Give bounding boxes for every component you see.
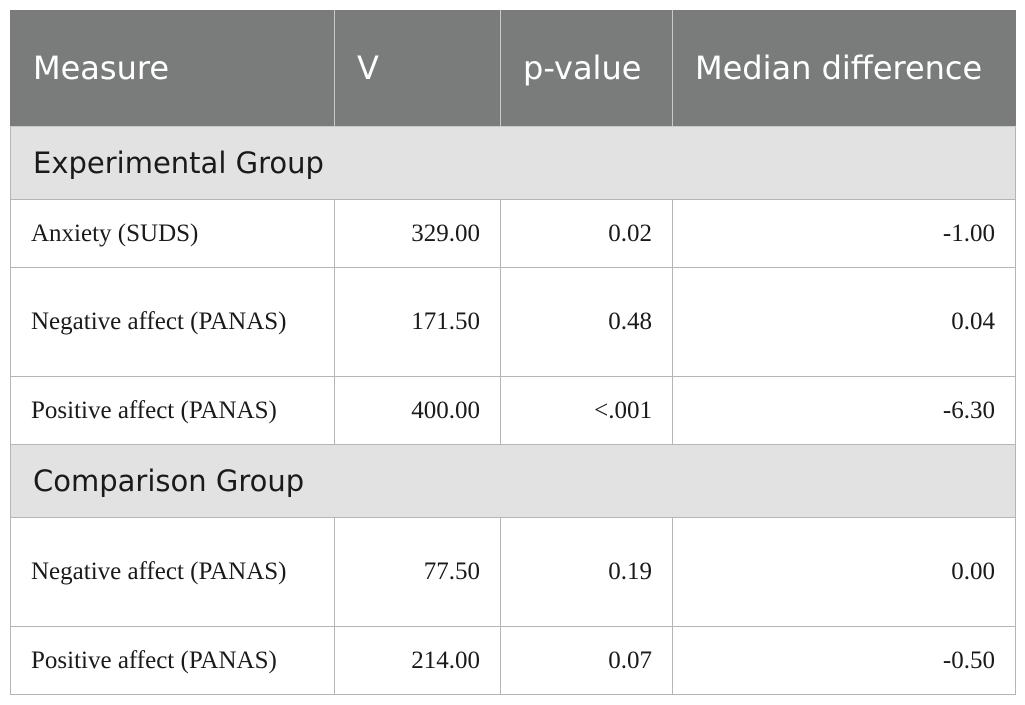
cell-measure: Positive affect (PANAS) xyxy=(10,376,335,445)
cell-median-difference: 0.04 xyxy=(672,267,1016,377)
group-row-experimental: Experimental Group xyxy=(10,126,1016,200)
cell-median-difference: -0.50 xyxy=(672,626,1016,695)
header-v: V xyxy=(334,10,501,127)
cell-p-value: 0.48 xyxy=(500,267,673,377)
cell-v: 400.00 xyxy=(334,376,501,445)
header-p-value: p-value xyxy=(500,10,673,127)
header-measure: Measure xyxy=(10,10,335,127)
group-label: Comparison Group xyxy=(10,444,1016,518)
table-row: Positive affect (PANAS) 400.00 <.001 -6.… xyxy=(10,376,1016,445)
cell-p-value: 0.19 xyxy=(500,517,673,627)
results-table: Measure V p-value Median difference Expe… xyxy=(10,10,1016,695)
table-row: Negative affect (PANAS) 171.50 0.48 0.04 xyxy=(10,267,1016,377)
cell-p-value: 0.02 xyxy=(500,199,673,268)
table-header: Measure V p-value Median difference xyxy=(10,10,1016,127)
cell-median-difference: -6.30 xyxy=(672,376,1016,445)
cell-p-value: <.001 xyxy=(500,376,673,445)
header-row: Measure V p-value Median difference xyxy=(10,10,1016,127)
group-label: Experimental Group xyxy=(10,126,1016,200)
cell-v: 171.50 xyxy=(334,267,501,377)
cell-median-difference: 0.00 xyxy=(672,517,1016,627)
cell-median-difference: -1.00 xyxy=(672,199,1016,268)
table-body: Experimental Group Anxiety (SUDS) 329.00… xyxy=(10,126,1016,695)
header-median-difference: Median difference xyxy=(672,10,1016,127)
table-row: Negative affect (PANAS) 77.50 0.19 0.00 xyxy=(10,517,1016,627)
cell-measure: Negative affect (PANAS) xyxy=(10,267,335,377)
group-row-comparison: Comparison Group xyxy=(10,444,1016,518)
cell-v: 77.50 xyxy=(334,517,501,627)
cell-measure: Positive affect (PANAS) xyxy=(10,626,335,695)
table-row: Anxiety (SUDS) 329.00 0.02 -1.00 xyxy=(10,199,1016,268)
cell-p-value: 0.07 xyxy=(500,626,673,695)
cell-measure: Negative affect (PANAS) xyxy=(10,517,335,627)
cell-measure: Anxiety (SUDS) xyxy=(10,199,335,268)
cell-v: 214.00 xyxy=(334,626,501,695)
table-row: Positive affect (PANAS) 214.00 0.07 -0.5… xyxy=(10,626,1016,695)
cell-v: 329.00 xyxy=(334,199,501,268)
